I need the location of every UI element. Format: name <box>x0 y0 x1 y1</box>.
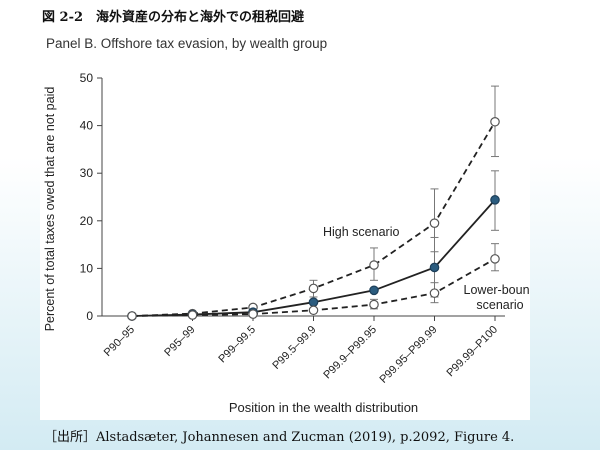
data-point-2-0 <box>127 311 137 321</box>
data-point-1-6 <box>490 195 500 205</box>
x-tick-label-2: P99–99.5 <box>216 324 258 366</box>
y-tick-label-0: 0 <box>86 309 93 323</box>
y-tick-label-20: 20 <box>80 214 94 228</box>
x-axis-label: Position in the wealth distribution <box>229 400 418 415</box>
data-point-2-3 <box>308 305 319 316</box>
data-point-0-5 <box>429 218 440 228</box>
data-point-1-5 <box>429 262 440 273</box>
x-tick-label-5: P99.95–P99.99 <box>377 324 439 386</box>
data-point-2-4 <box>369 299 379 310</box>
data-point-0-6 <box>490 116 500 127</box>
y-axis-label: Percent of total taxes owed that are not… <box>43 87 57 332</box>
annotation-high-scenario: High scenario <box>323 225 399 239</box>
x-tick-label-6: P99.99–P100 <box>444 324 500 380</box>
y-tick-label-10: 10 <box>80 261 94 275</box>
data-point-2-6 <box>490 254 500 264</box>
chart-title: Panel B. Offshore tax evasion, by wealth… <box>46 36 327 51</box>
x-tick-label-3: P99.5–99.9 <box>270 324 318 372</box>
x-tick-label-0: P90–95 <box>102 324 137 359</box>
x-tick-label-4: P99.9–P99.95 <box>321 324 379 382</box>
data-point-2-1 <box>187 310 198 320</box>
y-tick-label-30: 30 <box>80 166 94 180</box>
annotation-lower-bound-line-1: scenario <box>476 298 523 312</box>
y-tick-label-40: 40 <box>80 119 94 133</box>
figure-title: 図 2-2 海外資産の分布と海外での租税回避 <box>42 10 305 25</box>
x-tick-label-1: P95–99 <box>162 324 197 359</box>
data-point-1-3 <box>308 297 319 307</box>
chart-svg: Panel B. Offshore tax evasion, by wealth… <box>43 36 530 415</box>
data-point-0-4 <box>369 260 379 270</box>
figure-source: ［出所］Alstadsæter, Johannesen and Zucman (… <box>44 430 515 445</box>
data-point-2-5 <box>429 288 440 298</box>
y-tick-label-50: 50 <box>80 71 94 85</box>
chart-panel: Panel B. Offshore tax evasion, by wealth… <box>40 28 530 420</box>
annotation-lower-bound-line-0: Lower-bound <box>464 283 530 297</box>
data-point-1-4 <box>369 285 379 296</box>
data-point-2-2 <box>248 309 258 319</box>
data-point-0-3 <box>308 283 319 294</box>
